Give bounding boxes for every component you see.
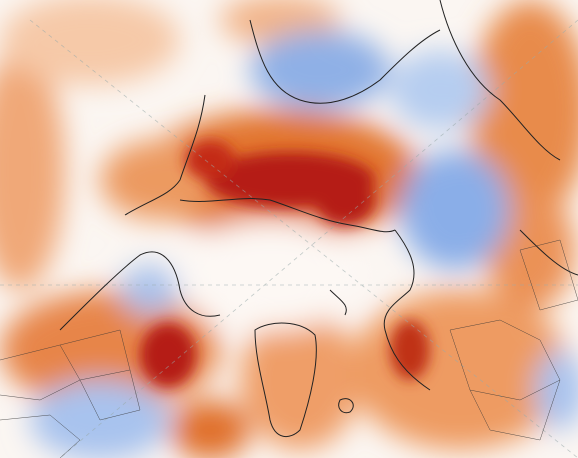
border xyxy=(79,369,141,421)
hot-spot xyxy=(185,140,235,180)
cool-area xyxy=(120,265,180,315)
warm-area xyxy=(0,50,65,290)
border xyxy=(59,329,131,381)
borders xyxy=(0,239,578,458)
warm-area xyxy=(240,310,360,450)
hot-spot xyxy=(140,323,196,387)
coastline xyxy=(179,198,396,233)
border xyxy=(469,379,561,441)
hot-spots xyxy=(140,140,430,387)
coastline xyxy=(59,251,221,331)
greenland xyxy=(254,322,317,438)
warm-area xyxy=(170,400,250,458)
coastline xyxy=(439,0,561,161)
coastline xyxy=(124,94,206,216)
warm-area xyxy=(0,0,180,85)
warm-area xyxy=(350,290,570,450)
cool-area xyxy=(390,50,490,130)
graticule xyxy=(0,19,578,458)
border xyxy=(519,239,578,311)
coastline xyxy=(519,229,578,276)
border xyxy=(0,414,81,458)
coastline xyxy=(249,19,441,104)
meridian xyxy=(29,19,578,458)
hot-spot xyxy=(315,175,375,225)
hot-spot xyxy=(390,320,430,380)
coastline xyxy=(383,229,431,391)
cool-area xyxy=(250,30,390,110)
coastlines xyxy=(59,0,578,438)
neutral-area xyxy=(175,220,365,330)
meridian xyxy=(59,19,578,458)
cool-area xyxy=(30,380,170,458)
warm-area xyxy=(470,0,578,220)
island xyxy=(329,289,347,316)
island xyxy=(338,398,354,414)
cool-area xyxy=(400,150,510,270)
